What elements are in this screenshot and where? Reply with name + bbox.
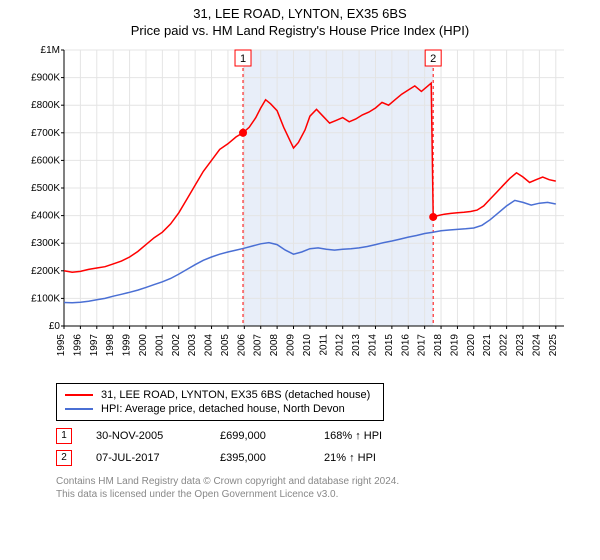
svg-text:2020: 2020 [466,334,477,357]
svg-text:2011: 2011 [318,334,329,356]
svg-text:1: 1 [240,53,246,65]
sale-price: £395,000 [220,452,300,464]
svg-text:1995: 1995 [56,334,67,357]
svg-text:2016: 2016 [400,334,411,357]
svg-text:2012: 2012 [335,334,346,357]
sale-pct: 21% ↑ HPI [324,452,414,464]
svg-text:2013: 2013 [351,334,362,357]
svg-text:£0: £0 [49,321,61,332]
legend: 31, LEE ROAD, LYNTON, EX35 6BS (detached… [56,383,384,421]
svg-text:2009: 2009 [286,334,297,357]
svg-text:2021: 2021 [482,334,493,357]
legend-row-property: 31, LEE ROAD, LYNTON, EX35 6BS (detached… [65,388,375,402]
page: 31, LEE ROAD, LYNTON, EX35 6BS Price pai… [0,6,600,501]
sale-price: £699,000 [220,430,300,442]
sales-table: 1 30-NOV-2005 £699,000 168% ↑ HPI 2 07-J… [56,425,580,469]
svg-text:1996: 1996 [72,334,83,357]
sale-marker-icon: 1 [56,428,72,444]
svg-text:2006: 2006 [236,334,247,357]
svg-text:£1M: £1M [41,45,60,56]
svg-text:2025: 2025 [548,334,559,357]
svg-text:2017: 2017 [417,334,428,357]
svg-text:£500K: £500K [31,183,60,194]
svg-text:2003: 2003 [187,334,198,357]
svg-text:2004: 2004 [204,334,215,357]
legend-swatch-hpi [65,408,93,410]
footer-attribution: Contains HM Land Registry data © Crown c… [56,475,580,501]
legend-label-property: 31, LEE ROAD, LYNTON, EX35 6BS (detached… [101,389,370,401]
svg-text:2023: 2023 [515,334,526,357]
svg-text:2019: 2019 [449,334,460,357]
svg-text:2015: 2015 [384,334,395,357]
sale-row: 2 07-JUL-2017 £395,000 21% ↑ HPI [56,447,580,469]
svg-text:2024: 2024 [531,334,542,357]
svg-text:£200K: £200K [31,266,60,277]
svg-text:2022: 2022 [499,334,510,357]
page-subtitle: Price paid vs. HM Land Registry's House … [0,23,600,38]
svg-text:1998: 1998 [105,334,116,357]
footer-line: This data is licensed under the Open Gov… [56,488,580,501]
svg-text:2001: 2001 [154,334,165,357]
sale-date: 07-JUL-2017 [96,452,196,464]
sale-date: 30-NOV-2005 [96,430,196,442]
sale-row: 1 30-NOV-2005 £699,000 168% ↑ HPI [56,425,580,447]
chart-area: £0 £100K £200K £300K £400K £500K £600K £700K £80… [20,42,580,377]
sale-pct: 168% ↑ HPI [324,430,414,442]
svg-text:1997: 1997 [89,334,100,357]
svg-text:2005: 2005 [220,334,231,357]
svg-text:2010: 2010 [302,334,313,357]
svg-text:2018: 2018 [433,334,444,357]
svg-text:2000: 2000 [138,334,149,357]
legend-swatch-property [65,394,93,396]
page-title: 31, LEE ROAD, LYNTON, EX35 6BS [0,6,600,21]
svg-text:£600K: £600K [31,155,60,166]
svg-text:£800K: £800K [31,100,60,111]
legend-row-hpi: HPI: Average price, detached house, Nort… [65,402,375,416]
svg-text:2008: 2008 [269,334,280,357]
svg-text:£900K: £900K [31,73,60,84]
svg-text:2007: 2007 [253,334,264,357]
svg-text:1999: 1999 [122,334,133,357]
legend-label-hpi: HPI: Average price, detached house, Nort… [101,403,345,415]
svg-text:2014: 2014 [367,334,378,357]
svg-text:£700K: £700K [31,128,60,139]
sale-marker-icon: 2 [56,450,72,466]
svg-text:2002: 2002 [171,334,182,357]
svg-text:£300K: £300K [31,238,60,249]
svg-text:£400K: £400K [31,211,60,222]
footer-line: Contains HM Land Registry data © Crown c… [56,475,580,488]
svg-text:2: 2 [430,53,436,65]
price-chart: £0 £100K £200K £300K £400K £500K £600K £700K £80… [20,42,580,372]
svg-text:£100K: £100K [31,293,60,304]
